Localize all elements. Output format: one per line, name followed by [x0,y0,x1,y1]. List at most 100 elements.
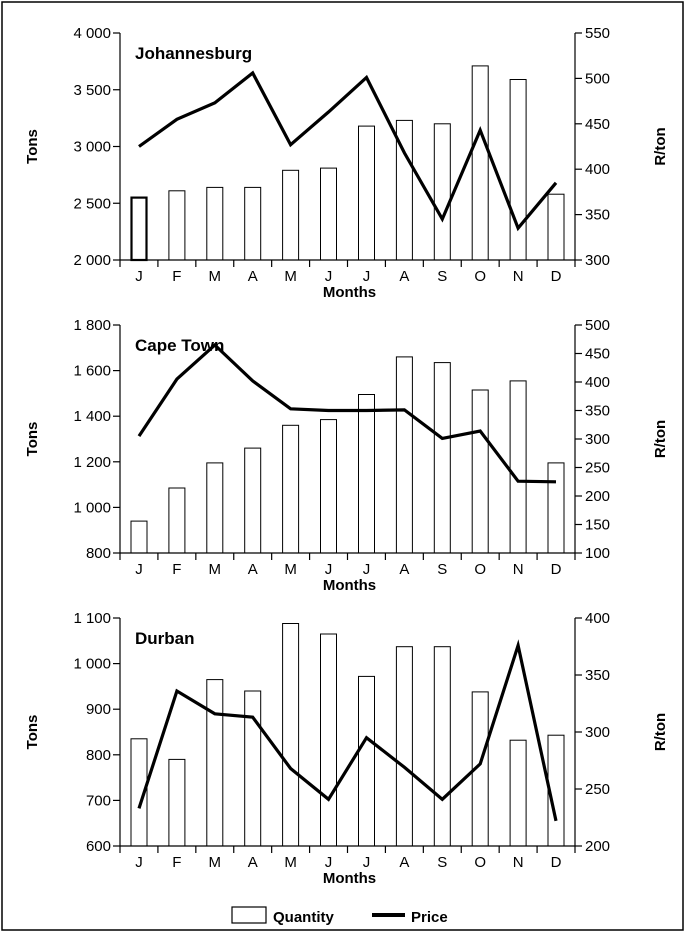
left-axis-title: Tons [24,422,41,457]
month-label: M [209,854,222,871]
month-label: M [284,854,297,871]
right-axis-title: R/ton [652,127,669,165]
quantity-bar [244,447,262,554]
month-label: A [399,268,409,285]
month-label: O [474,854,486,871]
right-tick-label: 550 [585,25,610,42]
right-axis-title: R/ton [652,420,669,458]
quantity-bar [471,65,489,261]
month-label: D [551,561,562,578]
legend-quantity-label: Quantity [273,909,334,926]
month-label: S [437,854,447,871]
right-tick-label: 250 [585,460,610,477]
chart-panel-1: 2 000 2 500 3 000 3 500 4 000 300 350 400 450 500… [24,25,669,301]
chart-panels: 2 000 2 500 3 000 3 500 4 000 300 350 400 450 500… [24,25,669,887]
month-label: D [551,268,562,285]
right-tick-label: 100 [585,545,610,562]
month-label: J [363,854,371,871]
x-axis-title: Months [323,577,376,594]
month-label: A [399,561,409,578]
month-label: N [513,268,524,285]
left-tick-label: 2 000 [73,252,111,269]
month-label: O [474,268,486,285]
panel-title: Durban [135,629,195,648]
left-tick-label: 1 000 [73,656,111,673]
chart-panel-2: 800 1 000 1 200 1 400 1 600 1 800 100 150 200 250… [24,317,669,594]
month-label: O [474,561,486,578]
right-tick-label: 300 [585,431,610,448]
left-tick-label: 800 [86,545,111,562]
right-tick-label: 150 [585,517,610,534]
month-label: M [209,561,222,578]
quantity-bar [433,362,451,554]
right-tick-label: 250 [585,781,610,798]
x-axis-title: Months [323,284,376,301]
quantity-bar [282,623,300,847]
month-label: A [248,268,258,285]
right-tick-label: 200 [585,488,610,505]
month-label: S [437,268,447,285]
month-label: J [325,268,333,285]
right-tick-label: 200 [585,838,610,855]
month-label: J [135,268,143,285]
right-axis-title: R/ton [652,713,669,751]
quantity-bar [471,389,489,554]
month-label: S [437,561,447,578]
right-tick-label: 300 [585,252,610,269]
right-tick-label: 500 [585,70,610,87]
left-tick-label: 1 100 [73,610,111,627]
month-label: J [135,854,143,871]
legend-price-label: Price [411,909,448,926]
quantity-bar [282,424,300,554]
month-label: J [325,561,333,578]
quantity-bar [320,167,337,261]
left-tick-label: 700 [86,792,111,809]
legend-quantity-swatch [231,906,267,924]
left-tick-label: 1 000 [73,499,111,516]
quantity-bar [509,739,527,847]
month-label: F [172,854,181,871]
quantity-bar [168,758,186,847]
quantity-bar [244,186,262,261]
left-tick-label: 3 500 [73,82,111,99]
quantity-bar [206,679,224,847]
left-tick-label: 900 [86,701,111,718]
right-tick-label: 350 [585,667,610,684]
quantity-bar [130,520,148,554]
left-tick-label: 3 000 [73,139,111,156]
right-tick-label: 400 [585,161,610,178]
quantity-bar [433,123,451,261]
quantity-bar [358,394,375,554]
quantity-bar [509,380,527,554]
chart-panel-3: 600 700 800 900 1 000 1 100 200 250 300 350 400 J F M… [24,610,669,887]
panel-title: Cape Town [135,336,224,355]
right-tick-label: 350 [585,207,610,224]
month-label: D [551,854,562,871]
quantity-bar [395,356,413,554]
right-tick-label: 400 [585,374,610,391]
month-label: N [513,854,524,871]
quantity-bar [168,487,186,554]
price-line [137,639,558,822]
quantity-bar [320,419,337,554]
quantity-bar [206,462,224,554]
price-line [138,70,558,232]
month-label: J [325,854,333,871]
month-label: A [248,561,258,578]
month-label: M [284,268,297,285]
quantity-bar [244,690,262,847]
quantity-bar [358,675,375,847]
quantity-bar [320,633,337,847]
quantity-bar [395,646,413,847]
quantity-bar [547,462,565,554]
price-line [137,342,557,484]
quantity-bar [509,79,527,261]
quantity-bar [433,646,451,847]
left-tick-label: 1 400 [73,408,111,425]
left-tick-label: 2 500 [73,195,111,212]
right-tick-label: 450 [585,116,610,133]
quantity-bar [130,196,148,262]
month-label: A [399,854,409,871]
left-tick-label: 1 600 [73,363,111,380]
quantity-bar [358,125,375,261]
